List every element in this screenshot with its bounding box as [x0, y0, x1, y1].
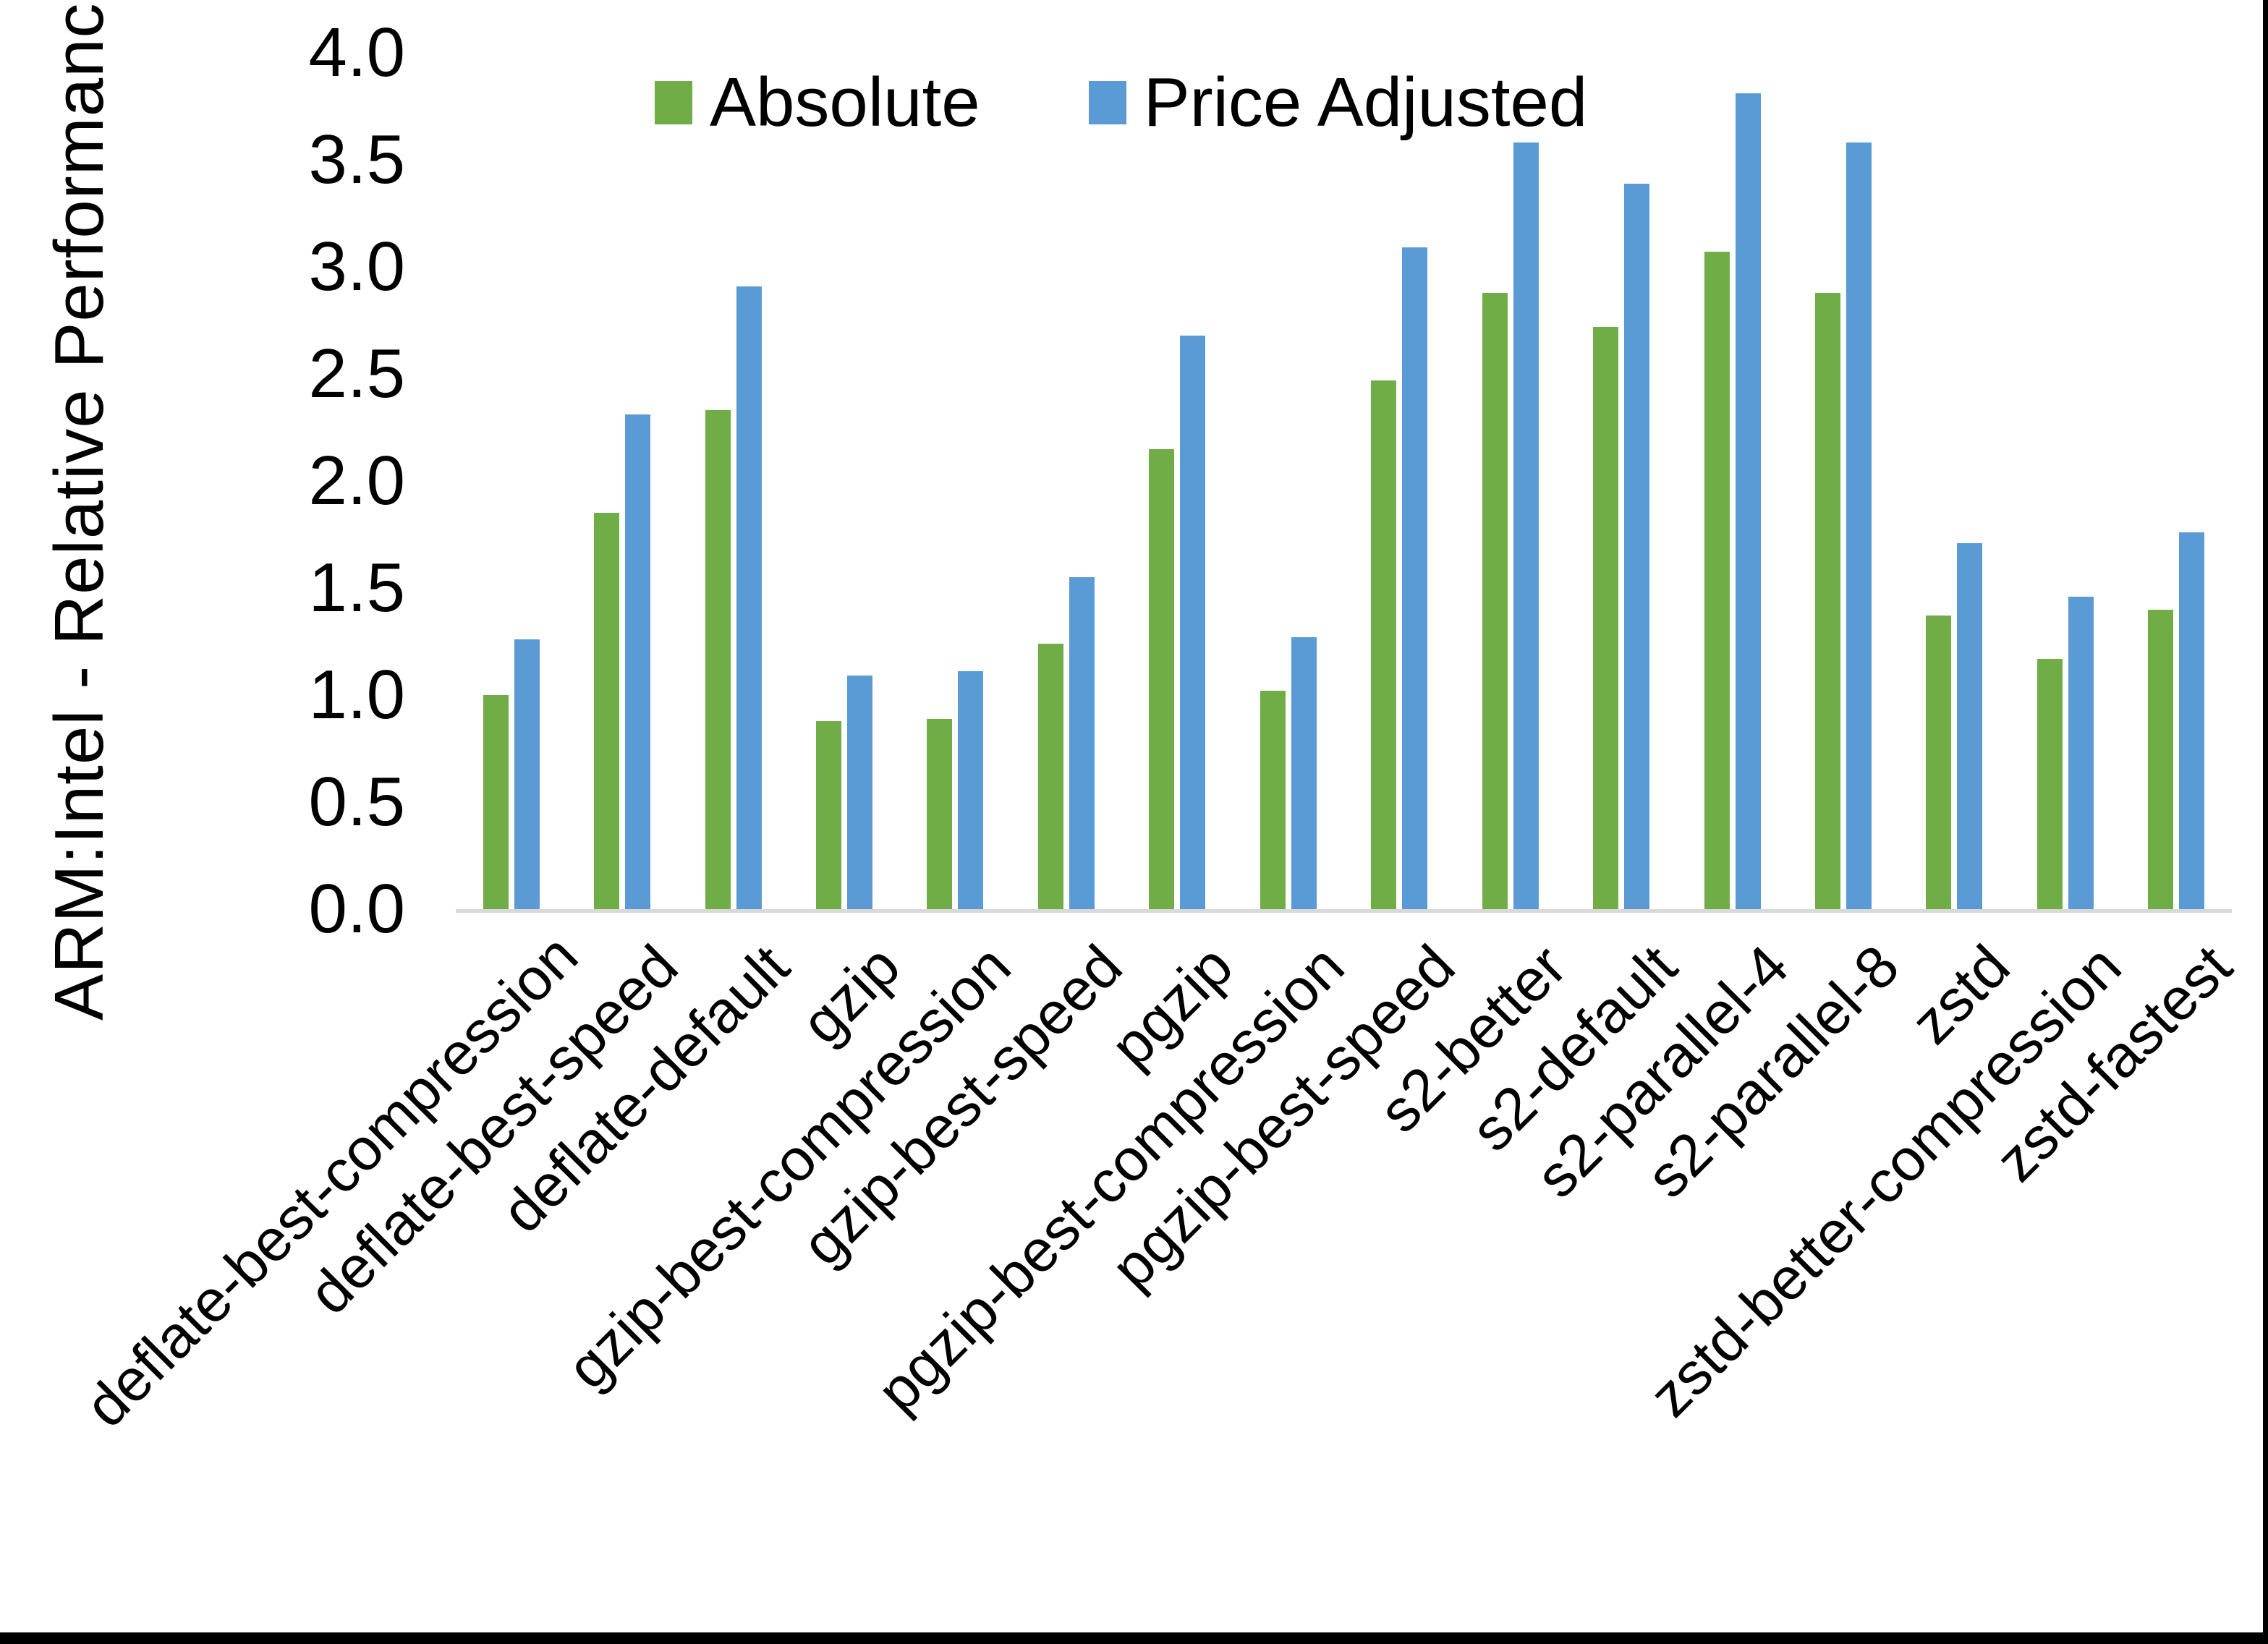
bar-group-gzip-best-compression: [900, 0, 1011, 909]
bar-deflate-default-absolute: [705, 410, 731, 909]
bar-group-gzip: [789, 0, 899, 909]
bar-gzip-absolute: [816, 720, 842, 909]
bar-pgzip-best-speed-absolute: [1371, 380, 1397, 909]
y-tick-label-1.5: 1.5: [308, 549, 405, 626]
bar-s2-parallel-4-absolute: [1704, 252, 1730, 909]
bar-zstd-absolute: [1926, 616, 1952, 909]
bar-zstd-price-adjusted: [1957, 542, 1983, 909]
y-tick-label-4.0: 4.0: [308, 14, 405, 91]
bar-s2-better-absolute: [1482, 292, 1508, 909]
bar-group-zstd-better-compression: [2010, 0, 2120, 909]
bar-s2-better-price-adjusted: [1513, 142, 1539, 909]
bar-s2-default-absolute: [1593, 326, 1619, 909]
legend-swatch-icon: [1088, 81, 1126, 124]
y-tick-label-0.0: 0.0: [308, 870, 405, 947]
bar-group-s2-better: [1455, 0, 1566, 909]
legend-label: Price Adjusted: [1143, 64, 1588, 141]
y-tick-label-0.5: 0.5: [308, 763, 405, 840]
bar-zstd-fastest-absolute: [2148, 609, 2174, 909]
legend-item-absolute: Absolute: [655, 67, 980, 139]
bar-group-gzip-best-speed: [1011, 0, 1121, 909]
y-tick-label-2.5: 2.5: [308, 335, 405, 412]
x-axis-line: [456, 909, 2232, 913]
bar-s2-default-price-adjusted: [1624, 183, 1650, 909]
bar-group-s2-parallel-4: [1677, 0, 1788, 909]
bar-group-deflate-best-speed: [566, 0, 677, 909]
y-tick-label-2.0: 2.0: [308, 442, 405, 519]
bar-group-s2-default: [1566, 0, 1676, 909]
y-tick-label-3.0: 3.0: [308, 228, 405, 305]
legend: Absolute Price Adjusted: [655, 67, 1587, 139]
right-border: [2263, 0, 2268, 1644]
bar-zstd-better-compression-price-adjusted: [2068, 596, 2094, 909]
bar-deflate-best-compression-price-adjusted: [514, 639, 540, 909]
bar-zstd-fastest-price-adjusted: [2179, 532, 2205, 909]
y-tick-label-3.5: 3.5: [308, 121, 405, 198]
bar-gzip-best-compression-absolute: [927, 718, 953, 909]
bar-pgzip-best-compression-absolute: [1260, 691, 1286, 909]
bar-s2-parallel-8-absolute: [1814, 292, 1840, 909]
bar-deflate-default-price-adjusted: [736, 286, 762, 909]
bar-gzip-price-adjusted: [847, 676, 873, 909]
bar-deflate-best-speed-absolute: [594, 513, 620, 909]
bar-group-pgzip-best-speed: [1344, 0, 1455, 909]
bar-group-pgzip: [1122, 0, 1233, 909]
bar-group-zstd: [1899, 0, 2010, 909]
bar-pgzip-best-speed-price-adjusted: [1402, 247, 1428, 909]
bar-gzip-best-speed-absolute: [1037, 643, 1063, 909]
bar-group-deflate-best-compression: [456, 0, 566, 909]
bar-pgzip-price-adjusted: [1180, 335, 1206, 909]
y-tick-label-1.0: 1.0: [308, 656, 405, 733]
bar-deflate-best-compression-absolute: [483, 695, 509, 909]
bottom-border: [0, 1632, 2268, 1644]
y-axis-title: ARM:Intel - Relative Performance: [41, 0, 118, 1021]
bar-s2-parallel-4-price-adjusted: [1735, 93, 1761, 909]
bar-pgzip-best-compression-price-adjusted: [1291, 637, 1317, 909]
bar-s2-parallel-8-price-adjusted: [1846, 142, 1872, 909]
bar-gzip-best-compression-price-adjusted: [958, 671, 984, 909]
bar-pgzip-absolute: [1149, 448, 1175, 909]
bar-group-s2-parallel-8: [1788, 0, 1898, 909]
bar-deflate-best-speed-price-adjusted: [625, 414, 651, 909]
bar-group-pgzip-best-compression: [1233, 0, 1343, 909]
bar-group-zstd-fastest: [2121, 0, 2232, 909]
bar-zstd-better-compression-absolute: [2036, 658, 2063, 909]
bar-group-deflate-default: [678, 0, 789, 909]
legend-swatch-icon: [655, 81, 692, 124]
bar-gzip-best-speed-price-adjusted: [1069, 577, 1095, 909]
legend-label: Absolute: [710, 64, 980, 141]
legend-item-price-adjusted: Price Adjusted: [1088, 64, 1588, 141]
